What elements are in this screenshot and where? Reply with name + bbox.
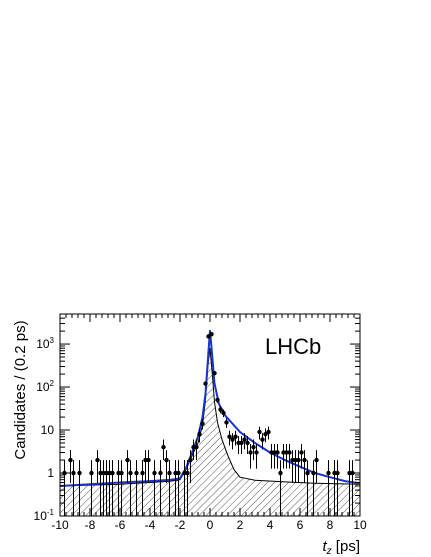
component-curve [60, 348, 360, 487]
x-tick-labels: -10 -8 -6 -4 -2 0 2 4 6 8 10 [51, 518, 367, 532]
x-tick-label: 8 [327, 518, 334, 532]
y-tick-labels: 10-1 1 10 102 103 [34, 336, 55, 523]
data-point [164, 457, 169, 463]
data-point [299, 450, 304, 455]
x-tick-label: 10 [353, 518, 367, 532]
data-point [161, 444, 166, 450]
data-point [278, 470, 283, 476]
data-point [212, 370, 217, 376]
data-point [248, 450, 253, 455]
data-point [206, 334, 211, 339]
data-point [200, 421, 205, 426]
data-point [260, 437, 265, 442]
data-point [335, 470, 340, 476]
data-point [146, 457, 151, 463]
data-point [296, 457, 301, 463]
data-point [224, 420, 229, 425]
data-point [203, 381, 208, 386]
x-tick-label: -10 [51, 518, 69, 532]
total-fit-curve [60, 330, 360, 487]
x-axis-label: tz [ps] [322, 538, 360, 557]
data-point [176, 470, 181, 476]
data-point [221, 410, 226, 416]
data-point [95, 457, 100, 463]
y-tick-label: 10-1 [34, 508, 55, 523]
data-point [227, 434, 232, 439]
x-tick-label: 6 [297, 518, 304, 532]
data-point [218, 407, 223, 412]
lhcb-annotation: LHCb [265, 334, 321, 359]
data-point [209, 331, 214, 337]
x-axis-unit: [ps] [332, 538, 360, 555]
data-point [257, 429, 262, 435]
x-tick-label: 2 [237, 518, 244, 532]
axis-ticks [59, 313, 361, 517]
data-point [326, 470, 331, 476]
data-point [125, 457, 130, 463]
data-point [188, 457, 193, 463]
x-tick-label: -4 [145, 518, 156, 532]
data-point [266, 429, 271, 435]
x-tick-label: -2 [175, 518, 186, 532]
data-point [215, 397, 220, 403]
data-point [251, 444, 256, 450]
data-point [128, 470, 133, 476]
x-axis-subscript: z [326, 546, 332, 557]
data-point [287, 450, 292, 455]
fit-curves [60, 330, 360, 487]
data-point [158, 470, 163, 476]
data-point [110, 470, 115, 476]
y-tick-label: 1 [47, 466, 54, 480]
data-point [254, 450, 259, 455]
y-axis-label: Candidates / (0.2 ps) [12, 320, 29, 459]
x-axis-symbol: t [322, 538, 327, 555]
data-point [77, 470, 82, 476]
data-point [311, 470, 316, 476]
data-point [185, 470, 190, 476]
data-point [68, 457, 73, 463]
data-point [194, 444, 199, 450]
data-point [119, 470, 124, 476]
data-point [152, 470, 157, 476]
data-point [89, 470, 94, 476]
component-area [60, 348, 360, 516]
data-point [167, 470, 172, 476]
data-point [71, 470, 76, 476]
x-tick-label: 4 [267, 518, 274, 532]
data-point [230, 437, 235, 442]
data-point [302, 457, 307, 463]
y-tick-label: 10 [41, 423, 55, 437]
data-point [134, 470, 139, 476]
data-point [140, 470, 145, 476]
data-point [233, 434, 238, 439]
y-tick-label: 103 [36, 336, 54, 351]
x-tick-label: 0 [207, 518, 214, 532]
x-tick-label: -6 [115, 518, 126, 532]
data-point [275, 450, 280, 455]
data-point [314, 457, 319, 463]
data-points [62, 331, 355, 516]
x-tick-label: -8 [85, 518, 96, 532]
data-point [242, 437, 247, 442]
data-point [305, 470, 310, 476]
y-tick-label: 102 [36, 379, 54, 394]
data-point [239, 440, 244, 446]
data-point [245, 440, 250, 446]
background-component-area [60, 348, 360, 516]
data-point [197, 431, 202, 437]
